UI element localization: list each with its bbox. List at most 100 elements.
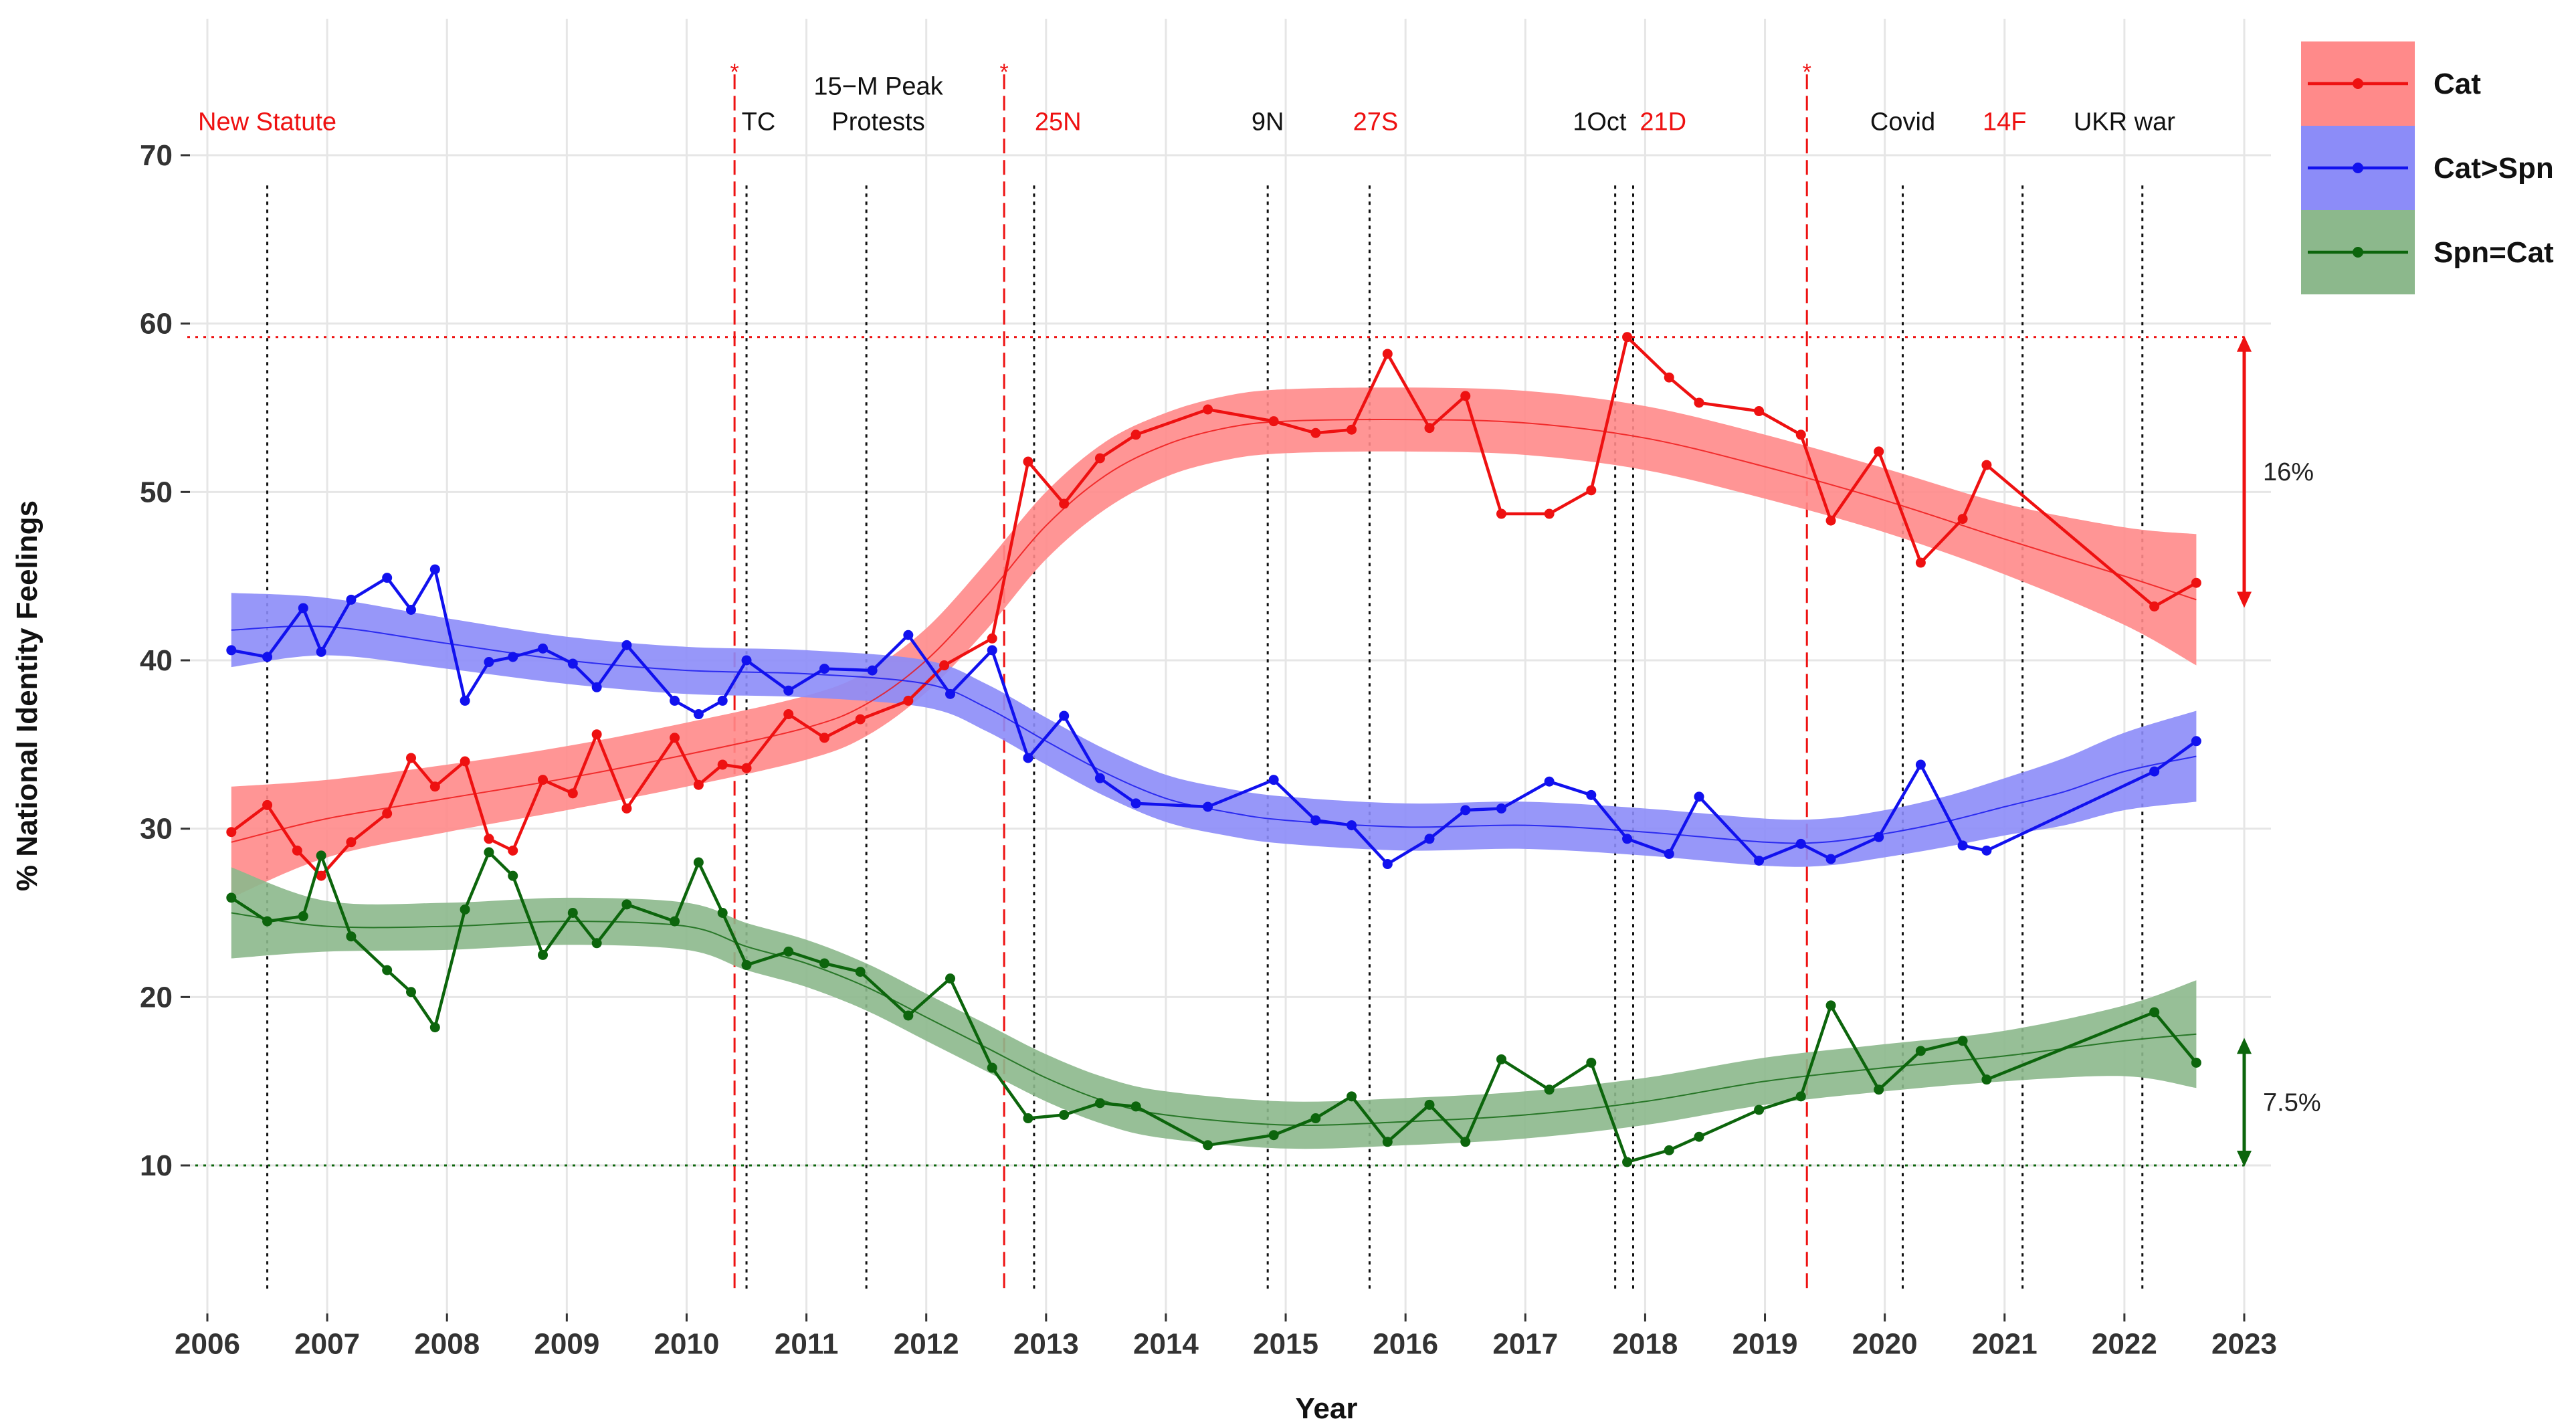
- data-point-spn-eq-cat: [987, 1062, 997, 1073]
- event-label: 15−M Peak: [813, 72, 943, 100]
- data-point-cat: [1586, 485, 1597, 496]
- x-tick-label: 2010: [654, 1327, 720, 1360]
- data-point-cat-gt-spn: [1094, 773, 1105, 783]
- axes: 10 20 30 40 50 60 70 2006 2007 2008 2009 2010 2011 20…: [140, 139, 2277, 1360]
- data-point-cat-gt-spn: [484, 657, 494, 668]
- data-point-cat: [1268, 416, 1279, 427]
- x-tick-label: 2021: [1972, 1327, 2038, 1360]
- x-tick-label: 2020: [1852, 1327, 1918, 1360]
- data-point-cat-gt-spn: [717, 695, 728, 706]
- data-point-cat-gt-spn: [1795, 838, 1806, 849]
- x-axis-title: Year: [1296, 1392, 1358, 1425]
- data-point-cat-gt-spn: [1130, 798, 1141, 809]
- event-label: Protests: [831, 108, 924, 136]
- data-point-cat: [1544, 508, 1555, 519]
- data-series: [226, 332, 2201, 1167]
- data-point-spn-eq-cat: [2191, 1057, 2201, 1068]
- annotation-label: 16%: [2263, 458, 2314, 486]
- data-point-spn-eq-cat: [945, 973, 956, 984]
- event-label: 1Oct: [1573, 108, 1627, 136]
- data-point-cat-gt-spn: [670, 695, 680, 706]
- event-label: UKR war: [2074, 108, 2175, 136]
- data-point-cat: [1059, 498, 1070, 509]
- x-tick-label: 2011: [775, 1327, 838, 1360]
- data-point-spn-eq-cat: [1130, 1101, 1141, 1112]
- data-point-cat: [567, 788, 578, 799]
- data-point-cat-gt-spn: [1310, 815, 1321, 826]
- data-point-cat: [460, 756, 470, 767]
- data-point-cat: [226, 827, 237, 838]
- data-point-cat: [316, 870, 326, 881]
- data-point-cat-gt-spn: [1460, 805, 1471, 816]
- data-point-cat: [591, 729, 602, 740]
- data-point-cat: [939, 660, 950, 671]
- data-point-cat: [2149, 601, 2160, 611]
- data-point-cat-gt-spn: [1059, 710, 1070, 721]
- data-point-cat: [292, 845, 302, 856]
- data-point-spn-eq-cat: [783, 946, 794, 957]
- legend-point-cat: [2353, 78, 2363, 89]
- data-point-cat: [741, 763, 752, 773]
- data-point-spn-eq-cat: [621, 899, 632, 910]
- data-point-cat-gt-spn: [1957, 840, 1968, 851]
- data-point-cat: [484, 834, 494, 844]
- data-point-cat: [693, 779, 704, 790]
- data-point-cat-gt-spn: [867, 665, 878, 676]
- data-point-cat: [1915, 557, 1926, 568]
- x-tick-label: 2014: [1133, 1327, 1199, 1360]
- data-point-spn-eq-cat: [1460, 1137, 1471, 1147]
- data-point-cat-gt-spn: [1023, 753, 1033, 763]
- event-label: 21D: [1640, 108, 1686, 136]
- data-point-cat: [1981, 460, 1992, 470]
- data-point-cat-gt-spn: [1754, 855, 1765, 866]
- data-point-cat-gt-spn: [382, 573, 393, 583]
- data-point-cat-gt-spn: [406, 605, 416, 615]
- data-point-spn-eq-cat: [1094, 1098, 1105, 1109]
- data-point-cat-gt-spn: [741, 655, 752, 666]
- data-point-cat: [1694, 397, 1704, 408]
- data-point-cat-gt-spn: [508, 652, 518, 662]
- data-point-cat-gt-spn: [460, 695, 470, 706]
- x-tick-label: 2023: [2211, 1327, 2277, 1360]
- data-point-cat: [819, 733, 829, 743]
- trend-bands: [231, 387, 2197, 1149]
- data-point-spn-eq-cat: [1310, 1113, 1321, 1124]
- data-point-cat-gt-spn: [1347, 820, 1357, 831]
- data-point-spn-eq-cat: [538, 949, 549, 960]
- data-point-spn-eq-cat: [1754, 1105, 1765, 1115]
- data-point-spn-eq-cat: [346, 931, 357, 942]
- annotation-arrow-head: [2237, 1151, 2252, 1167]
- event-label: 27S: [1353, 108, 1399, 136]
- data-point-cat: [1094, 453, 1105, 464]
- event-label: TC: [742, 108, 776, 136]
- data-point-cat-gt-spn: [567, 658, 578, 669]
- data-point-spn-eq-cat: [1981, 1074, 1992, 1085]
- data-point-cat: [1825, 515, 1836, 526]
- data-point-cat: [538, 775, 549, 785]
- y-tick-label: 50: [140, 476, 173, 508]
- x-tick-label: 2015: [1253, 1327, 1318, 1360]
- data-point-cat: [1664, 372, 1674, 383]
- data-point-cat: [382, 808, 393, 819]
- data-point-spn-eq-cat: [717, 908, 728, 918]
- data-point-spn-eq-cat: [1268, 1130, 1279, 1141]
- x-tick-label: 2009: [534, 1327, 599, 1360]
- data-point-spn-eq-cat: [903, 1010, 914, 1021]
- data-point-cat-gt-spn: [987, 645, 997, 656]
- data-point-cat: [670, 733, 680, 743]
- data-point-spn-eq-cat: [1023, 1113, 1033, 1124]
- x-tick-label: 2013: [1013, 1327, 1079, 1360]
- data-point-spn-eq-cat: [693, 857, 704, 868]
- trend-band-cat-gt-spn: [231, 593, 2197, 867]
- data-point-cat-gt-spn: [346, 594, 357, 605]
- data-point-spn-eq-cat: [1496, 1054, 1506, 1064]
- election-marker: *: [730, 60, 739, 85]
- data-point-cat: [987, 633, 997, 644]
- data-point-spn-eq-cat: [1915, 1046, 1926, 1056]
- event-label: New Statute: [198, 108, 336, 136]
- data-point-spn-eq-cat: [819, 958, 829, 969]
- data-point-cat: [1203, 404, 1213, 415]
- y-axis-title: % National Identity Feelings: [11, 500, 43, 891]
- data-point-spn-eq-cat: [670, 916, 680, 927]
